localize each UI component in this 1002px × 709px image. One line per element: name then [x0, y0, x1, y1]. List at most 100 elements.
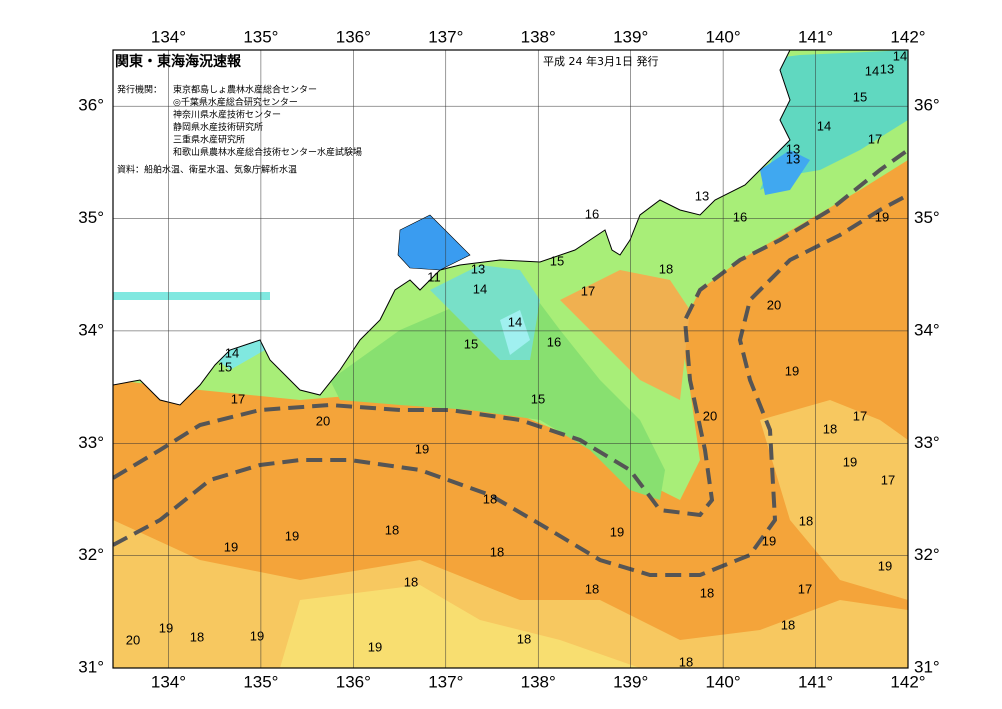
contour-label: 14 — [225, 345, 239, 360]
lat-label-right: 32° — [914, 545, 940, 564]
agency: 東京都島しょ農林水産総合センター — [173, 84, 317, 96]
lat-label-left: 32° — [78, 545, 104, 564]
contour-label: 16 — [585, 206, 599, 221]
water-17 — [280, 585, 640, 668]
contour-label: 13 — [471, 261, 485, 276]
contour-label: 20 — [703, 408, 717, 423]
contour-label: 13 — [880, 61, 894, 76]
contour-label: 20 — [316, 413, 330, 428]
contour-label: 19 — [250, 628, 264, 643]
contour-label: 16 — [547, 334, 561, 349]
lon-label-top: 135° — [243, 27, 278, 46]
strait-water — [113, 292, 270, 300]
contour-label: 19 — [368, 639, 382, 654]
lat-label-left: 31° — [78, 657, 104, 676]
lon-label-top: 137° — [428, 27, 463, 46]
contour-label: 15 — [853, 89, 867, 104]
water-14 — [500, 310, 530, 355]
lon-label-bottom: 139° — [613, 672, 648, 691]
lat-label-left: 36° — [78, 96, 104, 115]
land — [113, 50, 791, 406]
contour-label: 18 — [679, 654, 693, 669]
lon-label-bottom: 138° — [521, 672, 556, 691]
contour-label: 19 — [843, 454, 857, 469]
contour-label: 14 — [817, 118, 831, 133]
lat-label-left: 35° — [78, 208, 104, 227]
contour-label: 16 — [733, 209, 747, 224]
lat-label-right: 36° — [914, 96, 940, 115]
agency: 三重県水産研究所 — [173, 134, 245, 146]
agency-heading: 発行機関： — [117, 84, 162, 96]
contour-label: 19 — [878, 558, 892, 573]
contour-label: 18 — [190, 629, 204, 644]
lon-label-bottom: 136° — [336, 672, 371, 691]
kuroshio-axis — [113, 148, 908, 518]
lon-label-bottom: 135° — [243, 672, 278, 691]
contour-label: 17 — [881, 472, 895, 487]
map-frame — [112, 49, 909, 669]
contour-label: 15 — [464, 336, 478, 351]
lat-label-right: 35° — [914, 208, 940, 227]
contour-label: 18 — [700, 585, 714, 600]
lon-label-bottom: 141° — [798, 672, 833, 691]
contour-label: 19 — [159, 620, 173, 635]
lat-label-right: 34° — [914, 320, 940, 339]
lon-label-top: 138° — [521, 27, 556, 46]
contour-label: 17 — [868, 131, 882, 146]
contour-label: 13 — [695, 188, 709, 203]
contour-label: 17 — [853, 408, 867, 423]
agency: ◎千葉県水産総合研究センター — [173, 96, 298, 108]
lon-label-top: 139° — [613, 27, 648, 46]
title: 関東・東海海況速報 — [115, 53, 242, 70]
contour-label: 20 — [126, 632, 140, 647]
lon-label-bottom: 140° — [706, 672, 741, 691]
contour-label: 19 — [285, 528, 299, 543]
lon-label-bottom: 134° — [151, 672, 186, 691]
contour-label: 15 — [531, 391, 545, 406]
issue-date: 平成 24 年3月1日 発行 — [543, 54, 658, 68]
contour-label: 14 — [473, 281, 487, 296]
contour-label: 18 — [799, 513, 813, 528]
contour-label: 18 — [823, 421, 837, 436]
contour-label: 20 — [767, 297, 781, 312]
contour-label: 18 — [483, 491, 497, 506]
source: 資料：船舶水温、衛星水温、気象庁解析水温 — [117, 164, 297, 176]
contour-label: 15 — [550, 253, 564, 268]
contour-label: 14 — [893, 48, 907, 63]
contour-label: 18 — [490, 544, 504, 559]
contour-label: 18 — [781, 617, 795, 632]
contour-label: 19 — [415, 441, 429, 456]
lat-label-right: 31° — [914, 657, 940, 676]
contour-label: 19 — [875, 209, 889, 224]
agency: 和歌山県農林水産総合技術センター水産試験場 — [173, 146, 362, 158]
contour-label: 13 — [786, 151, 800, 166]
contour-label: 15 — [218, 359, 232, 374]
contour-label: 19 — [610, 524, 624, 539]
agency: 静岡県水産技術研究所 — [173, 121, 263, 133]
contour-label: 19 — [224, 539, 238, 554]
lon-label-top: 140° — [706, 27, 741, 46]
lon-label-top: 142° — [890, 27, 925, 46]
contour-label: 18 — [385, 522, 399, 537]
contour-label: 13 — [786, 141, 800, 156]
contour-label: 19 — [785, 363, 799, 378]
lat-label-left: 34° — [78, 320, 104, 339]
contour-label: 17 — [798, 581, 812, 596]
water-15 — [330, 290, 665, 500]
water-13 — [760, 150, 810, 195]
contour-label: 14 — [865, 63, 879, 78]
agency: 神奈川県水産技術センター — [173, 109, 281, 121]
contour-label: 18 — [659, 261, 673, 276]
contour-label: 17 — [581, 283, 595, 298]
water-18 — [760, 400, 908, 600]
lat-label-right: 33° — [914, 433, 940, 452]
lon-label-bottom: 142° — [890, 672, 925, 691]
contour-label: 18 — [585, 581, 599, 596]
water-18 — [560, 270, 690, 400]
contour-label: 19 — [762, 533, 776, 548]
contour-label: 18 — [517, 631, 531, 646]
contour-label: 18 — [404, 574, 418, 589]
contour-label: 14 — [508, 314, 522, 329]
lon-label-top: 141° — [798, 27, 833, 46]
